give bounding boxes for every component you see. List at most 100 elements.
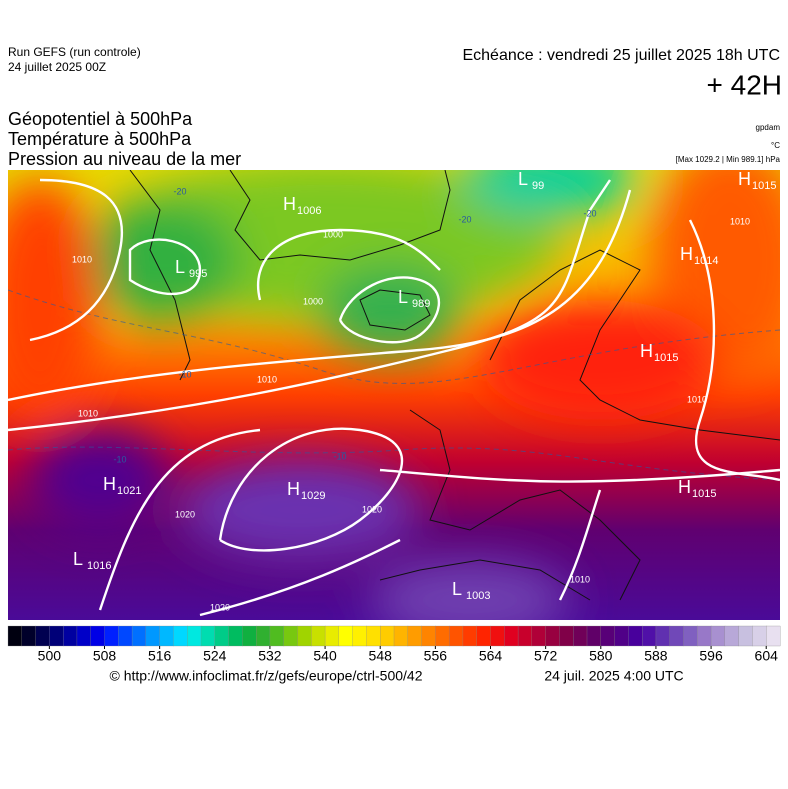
color-swatch <box>393 625 409 647</box>
color-swatch <box>641 625 657 647</box>
tick-label: 500 <box>38 648 62 664</box>
tick-label: 516 <box>148 648 172 664</box>
center-value: 989 <box>412 298 430 310</box>
isobar-label: 1010 <box>78 408 98 418</box>
color-swatch <box>49 625 64 647</box>
title: Géopotentiel à 500hPa <box>8 109 193 129</box>
center-value: 995 <box>189 268 207 280</box>
tick-label: 556 <box>424 648 448 664</box>
color-swatch <box>559 625 574 647</box>
run: Run GEFS (run controle) <box>8 45 141 59</box>
generated-time: 24 juil. 2025 4:00 UTC <box>544 668 683 684</box>
color-swatch <box>338 625 354 647</box>
center-type: L <box>398 287 408 307</box>
color-swatch <box>283 625 298 647</box>
color-swatch <box>35 625 50 647</box>
run-date: 24 juillet 2025 00Z <box>8 60 106 74</box>
color-swatch <box>104 625 119 647</box>
color-swatch <box>517 625 533 647</box>
color-swatch <box>269 625 285 647</box>
color-swatch <box>311 625 326 647</box>
isotherm-label: -20 <box>173 186 186 196</box>
center-type: H <box>738 169 751 189</box>
color-swatch <box>421 625 436 647</box>
color-swatch <box>669 625 684 647</box>
source: © http://www.infoclimat.fr/z/gefs/europe… <box>109 668 422 684</box>
color-swatch <box>710 625 726 647</box>
color-swatch <box>586 625 602 647</box>
color-swatch <box>655 625 671 647</box>
unit: °C <box>771 141 780 150</box>
isobar-label: 1000 <box>323 229 343 239</box>
color-swatch <box>462 625 478 647</box>
tick-label: 588 <box>644 648 668 664</box>
isotherm-label: -10 <box>113 454 126 464</box>
color-swatch <box>366 625 381 647</box>
tick-label: 532 <box>258 648 282 664</box>
color-swatch <box>573 625 588 647</box>
tick-label: 596 <box>699 648 723 664</box>
color-swatch <box>21 625 37 647</box>
isobar-label: 1020 <box>362 504 382 514</box>
center-value: 1015 <box>752 180 776 192</box>
center-type: L <box>175 257 185 277</box>
center-type: H <box>640 341 653 361</box>
color-swatch <box>352 625 367 647</box>
isobar-label: 1010 <box>730 216 750 226</box>
center-value: 99 <box>532 180 544 192</box>
isotherm-label: -10 <box>333 451 346 461</box>
center-value: 1003 <box>466 590 490 602</box>
tick-label: 572 <box>534 648 558 664</box>
center-value: 1006 <box>297 205 321 217</box>
tick-label: 604 <box>755 648 779 664</box>
color-swatch <box>90 625 105 647</box>
color-swatch <box>255 625 271 647</box>
center-type: H <box>287 479 300 499</box>
color-swatch <box>159 625 174 647</box>
map <box>8 170 780 620</box>
isobar-label: 1010 <box>72 254 92 264</box>
isobar-label: 1000 <box>303 296 323 306</box>
isobar-label: 1010 <box>687 394 707 404</box>
color-swatch <box>7 625 23 647</box>
center-type: H <box>678 477 691 497</box>
color-swatch <box>600 625 616 647</box>
center-value: 1015 <box>692 488 716 500</box>
color-swatch <box>380 625 395 647</box>
isotherm-label: -20 <box>583 208 596 218</box>
color-swatch <box>407 625 423 647</box>
color-swatch <box>228 625 243 647</box>
center-type: H <box>680 244 693 264</box>
tick-label: 524 <box>203 648 227 664</box>
tick-label: 580 <box>589 648 613 664</box>
color-swatch <box>614 625 629 647</box>
color-swatch <box>214 625 230 647</box>
color-swatch <box>242 625 257 647</box>
center-type: H <box>103 474 116 494</box>
center-type: L <box>452 579 462 599</box>
color-swatch <box>187 625 202 647</box>
color-swatch <box>448 625 464 647</box>
color-swatch <box>697 625 712 647</box>
tick-label: 564 <box>479 648 503 664</box>
color-swatch <box>766 625 781 647</box>
color-swatch <box>297 625 312 647</box>
isobar-label: 1020 <box>210 602 230 612</box>
color-swatch <box>628 625 643 647</box>
color-swatch <box>504 625 519 647</box>
unit: [Max 1029.2 | Min 989.1] hPa <box>676 155 781 164</box>
color-swatch <box>200 625 216 647</box>
center-type: H <box>283 194 296 214</box>
color-swatch <box>118 625 133 647</box>
color-swatch <box>324 625 340 647</box>
tick-label: 540 <box>313 648 337 664</box>
echeance: Echéance : vendredi 25 juillet 2025 18h … <box>462 47 780 64</box>
center-type: L <box>518 169 528 189</box>
color-swatch <box>752 625 767 647</box>
title: Température à 500hPa <box>8 129 192 149</box>
color-swatch <box>724 625 740 647</box>
isobar-label: 1010 <box>570 574 590 584</box>
color-swatch <box>145 625 161 647</box>
lead-time: + 42H <box>707 69 783 100</box>
